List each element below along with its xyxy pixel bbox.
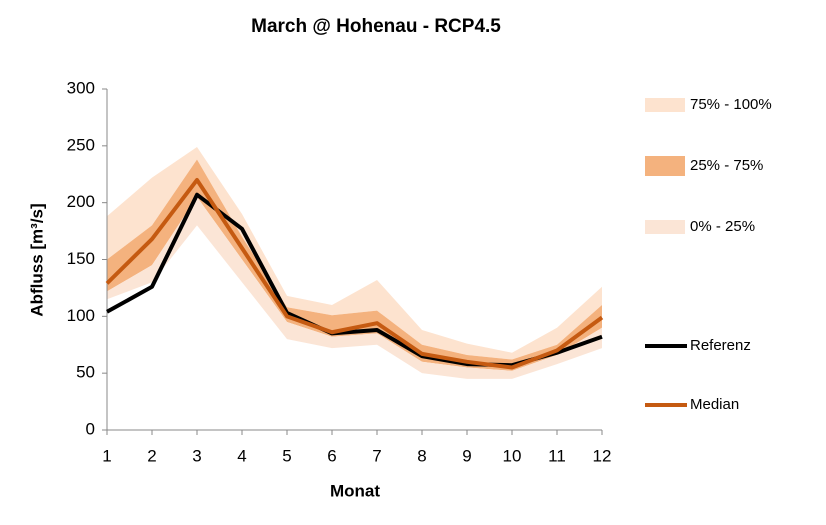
y-tick-label: 300 xyxy=(67,78,95,97)
x-tick-label: 3 xyxy=(192,446,201,465)
x-tick-label: 5 xyxy=(282,446,291,465)
y-tick-label: 0 xyxy=(86,419,95,438)
legend-label: Median xyxy=(690,396,739,413)
legend-swatch xyxy=(645,220,685,234)
series-line xyxy=(105,177,604,370)
x-tick-label: 9 xyxy=(462,446,471,465)
x-tick-label: 8 xyxy=(417,446,426,465)
x-tick-label: 6 xyxy=(327,446,336,465)
band-area xyxy=(107,196,602,379)
x-tick-label: 10 xyxy=(503,446,522,465)
chart-title: March @ Hohenau - RCP4.5 xyxy=(251,16,501,37)
legend-label: 0% - 25% xyxy=(690,218,755,235)
legend-label: 75% - 100% xyxy=(690,96,772,113)
y-axis-label: Abfluss [m³/s] xyxy=(27,203,46,316)
y-tick-label: 200 xyxy=(67,192,95,211)
x-tick-label: 1 xyxy=(102,446,111,465)
y-tick-label: 150 xyxy=(67,249,95,268)
y-tick-label: 50 xyxy=(76,363,95,382)
y-tick-label: 250 xyxy=(67,135,95,154)
x-tick-label: 2 xyxy=(147,446,156,465)
band-area xyxy=(107,146,602,360)
x-axis-label: Monat xyxy=(330,481,380,500)
x-tick-label: 12 xyxy=(593,446,612,465)
x-tick-label: 4 xyxy=(237,446,246,465)
legend-label: Referenz xyxy=(690,337,751,354)
y-tick-label: 100 xyxy=(67,306,95,325)
x-tick-label: 11 xyxy=(548,446,566,465)
legend-swatch xyxy=(645,156,685,176)
legend-swatch xyxy=(645,98,685,112)
x-tick-label: 7 xyxy=(372,446,381,465)
legend-label: 25% - 75% xyxy=(690,157,763,174)
